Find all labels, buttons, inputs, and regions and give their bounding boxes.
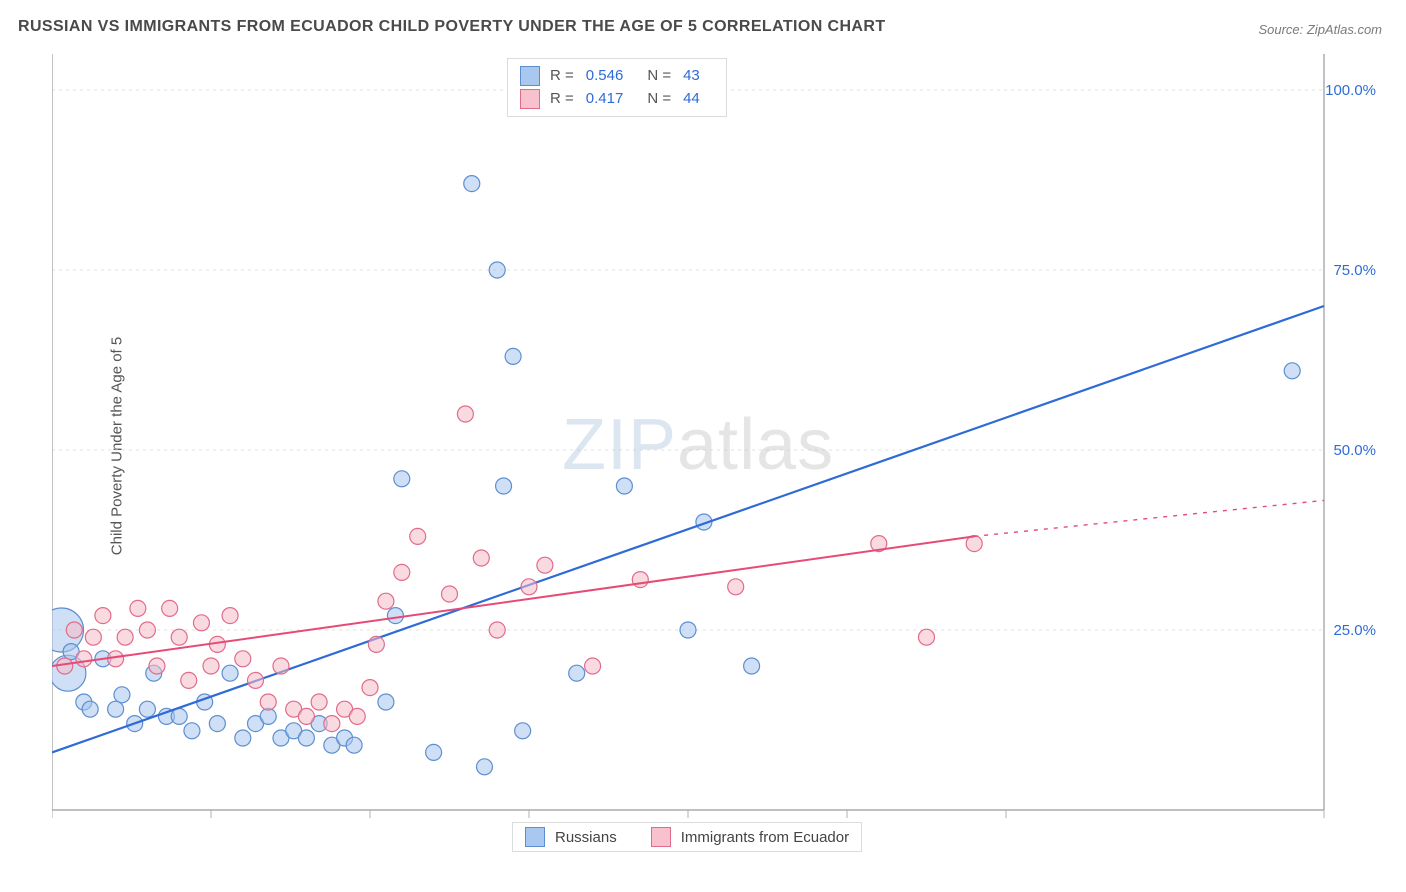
legend-row-ecuador: R = 0.417 N = 44 <box>520 88 714 111</box>
data-point-ecuador <box>349 708 365 724</box>
data-point-ecuador <box>442 586 458 602</box>
regression-line-russians <box>52 306 1324 752</box>
series-label-russians: Russians <box>555 829 617 846</box>
data-point-ecuador <box>193 615 209 631</box>
n-value-ecuador: 44 <box>683 88 700 111</box>
data-point-ecuador <box>311 694 327 710</box>
swatch-ecuador <box>651 827 671 847</box>
data-point-ecuador <box>85 629 101 645</box>
regression-line-ecuador <box>52 536 974 666</box>
data-point-ecuador <box>66 622 82 638</box>
data-point-russians <box>209 716 225 732</box>
series-label-ecuador: Immigrants from Ecuador <box>681 829 849 846</box>
data-point-russians <box>82 701 98 717</box>
data-point-ecuador <box>298 708 314 724</box>
n-label: N = <box>647 88 671 111</box>
data-point-ecuador <box>368 636 384 652</box>
data-point-russians <box>496 478 512 494</box>
data-point-ecuador <box>171 629 187 645</box>
regression-extension-ecuador <box>974 500 1324 536</box>
data-point-russians <box>616 478 632 494</box>
data-point-ecuador <box>489 622 505 638</box>
svg-text:100.0%: 100.0% <box>1325 82 1376 99</box>
data-point-ecuador <box>362 680 378 696</box>
data-point-ecuador <box>130 600 146 616</box>
data-point-russians <box>1284 363 1300 379</box>
r-value-russians: 0.546 <box>586 65 624 88</box>
data-point-ecuador <box>181 672 197 688</box>
data-point-russians <box>378 694 394 710</box>
data-point-ecuador <box>139 622 155 638</box>
svg-text:75.0%: 75.0% <box>1333 262 1376 279</box>
swatch-russians <box>525 827 545 847</box>
n-label: N = <box>647 65 671 88</box>
svg-text:25.0%: 25.0% <box>1333 622 1376 639</box>
swatch-ecuador <box>520 89 540 109</box>
data-point-ecuador <box>410 528 426 544</box>
data-point-ecuador <box>394 564 410 580</box>
chart-title: RUSSIAN VS IMMIGRANTS FROM ECUADOR CHILD… <box>18 18 886 36</box>
data-point-ecuador <box>117 629 133 645</box>
data-point-russians <box>346 737 362 753</box>
data-point-russians <box>426 744 442 760</box>
data-point-russians <box>235 730 251 746</box>
data-point-ecuador <box>235 651 251 667</box>
data-point-ecuador <box>273 658 289 674</box>
scatter-plot: 25.0%50.0%75.0%100.0%0.0%40.0% ZIPatlas … <box>52 54 1382 824</box>
data-point-ecuador <box>473 550 489 566</box>
data-point-russians <box>464 176 480 192</box>
data-point-ecuador <box>919 629 935 645</box>
data-point-russians <box>680 622 696 638</box>
data-point-russians <box>184 723 200 739</box>
data-point-ecuador <box>457 406 473 422</box>
data-point-ecuador <box>95 608 111 624</box>
data-point-russians <box>744 658 760 674</box>
r-label: R = <box>550 88 574 111</box>
data-point-ecuador <box>521 579 537 595</box>
data-point-russians <box>505 348 521 364</box>
data-point-ecuador <box>378 593 394 609</box>
data-point-ecuador <box>324 716 340 732</box>
correlation-legend: R = 0.546 N = 43 R = 0.417 N = 44 <box>507 58 727 117</box>
data-point-russians <box>476 759 492 775</box>
data-point-ecuador <box>162 600 178 616</box>
data-point-ecuador <box>149 658 165 674</box>
data-point-russians <box>387 608 403 624</box>
data-point-ecuador <box>585 658 601 674</box>
data-point-russians <box>222 665 238 681</box>
data-point-russians <box>108 701 124 717</box>
data-point-ecuador <box>632 572 648 588</box>
data-point-russians <box>114 687 130 703</box>
data-point-russians <box>139 701 155 717</box>
n-value-russians: 43 <box>683 65 700 88</box>
data-point-ecuador <box>248 672 264 688</box>
data-point-ecuador <box>203 658 219 674</box>
swatch-russians <box>520 66 540 86</box>
data-point-ecuador <box>728 579 744 595</box>
data-point-russians <box>489 262 505 278</box>
data-point-russians <box>394 471 410 487</box>
data-point-ecuador <box>537 557 553 573</box>
r-label: R = <box>550 65 574 88</box>
data-point-ecuador <box>76 651 92 667</box>
data-point-russians <box>298 730 314 746</box>
data-point-ecuador <box>222 608 238 624</box>
data-point-russians <box>260 708 276 724</box>
source-attribution: Source: ZipAtlas.com <box>1258 22 1382 37</box>
data-point-russians <box>515 723 531 739</box>
data-point-ecuador <box>260 694 276 710</box>
series-legend: Russians Immigrants from Ecuador <box>512 822 862 852</box>
legend-row-russians: R = 0.546 N = 43 <box>520 65 714 88</box>
r-value-ecuador: 0.417 <box>586 88 624 111</box>
svg-text:50.0%: 50.0% <box>1333 442 1376 459</box>
data-point-russians <box>569 665 585 681</box>
